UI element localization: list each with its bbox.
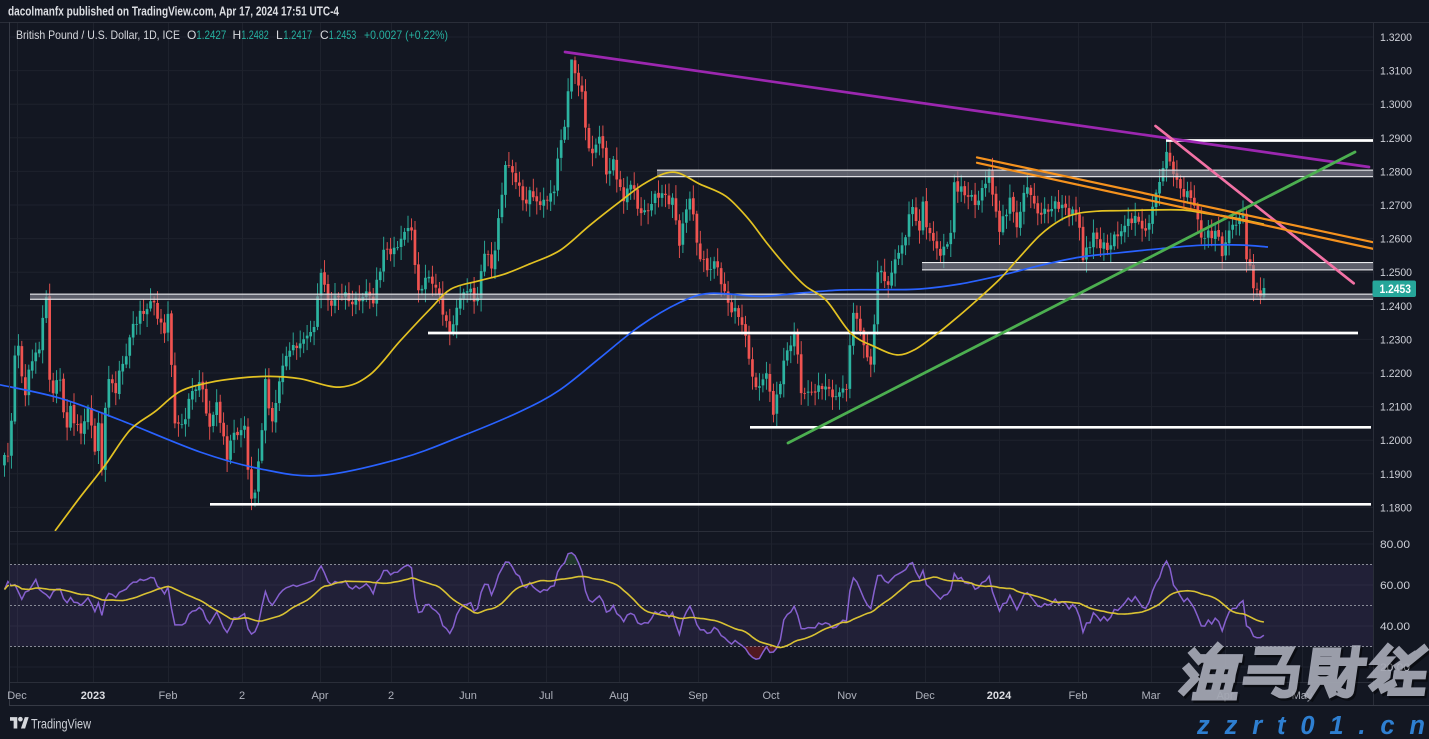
svg-text:Nov: Nov bbox=[837, 690, 857, 702]
svg-text:1.2700: 1.2700 bbox=[1380, 200, 1412, 212]
svg-text:British Pound / U.S. Dollar, 1: British Pound / U.S. Dollar, 1D, ICE bbox=[16, 28, 180, 42]
svg-text:Feb: Feb bbox=[1069, 690, 1088, 702]
svg-text:Dec: Dec bbox=[915, 690, 935, 702]
svg-text:1.2800: 1.2800 bbox=[1380, 166, 1412, 178]
svg-text:1.2200: 1.2200 bbox=[1380, 368, 1412, 380]
svg-text:1.3200: 1.3200 bbox=[1380, 32, 1412, 44]
svg-text:2024: 2024 bbox=[987, 690, 1012, 702]
svg-text:TradingView: TradingView bbox=[31, 717, 91, 732]
svg-text:Dec: Dec bbox=[7, 690, 27, 702]
svg-text:1.3100: 1.3100 bbox=[1380, 66, 1412, 78]
svg-text:2023: 2023 bbox=[81, 690, 105, 702]
svg-text:1.1900: 1.1900 bbox=[1380, 469, 1412, 481]
svg-text:zzrt01.cn: zzrt01.cn bbox=[1196, 712, 1425, 739]
svg-text:1.2417: 1.2417 bbox=[283, 28, 312, 42]
svg-text:80.00: 80.00 bbox=[1380, 539, 1410, 551]
svg-text:+0.0027 (+0.22%): +0.0027 (+0.22%) bbox=[364, 28, 448, 42]
svg-text:1.2600: 1.2600 bbox=[1380, 234, 1412, 246]
svg-text:1.2482: 1.2482 bbox=[241, 28, 269, 42]
svg-text:L: L bbox=[276, 28, 283, 42]
svg-text:Oct: Oct bbox=[762, 690, 779, 702]
svg-text:1.2453: 1.2453 bbox=[1380, 284, 1412, 296]
svg-text:1.2453: 1.2453 bbox=[329, 28, 357, 42]
svg-text:1.1800: 1.1800 bbox=[1380, 502, 1412, 514]
svg-text:Apr: Apr bbox=[311, 690, 328, 702]
svg-text:Jul: Jul bbox=[539, 690, 553, 702]
svg-text:Feb: Feb bbox=[159, 690, 178, 702]
svg-text:1.2000: 1.2000 bbox=[1380, 435, 1412, 447]
svg-text:1.2900: 1.2900 bbox=[1380, 133, 1412, 145]
svg-text:C: C bbox=[320, 28, 329, 42]
svg-text:H: H bbox=[233, 28, 242, 42]
svg-text:Sep: Sep bbox=[688, 690, 708, 702]
svg-text:1.2400: 1.2400 bbox=[1380, 301, 1412, 313]
svg-text:Mar: Mar bbox=[1142, 690, 1161, 702]
svg-text:1.3000: 1.3000 bbox=[1380, 99, 1412, 111]
svg-text:2: 2 bbox=[388, 690, 394, 702]
svg-text:Aug: Aug bbox=[609, 690, 629, 702]
svg-text:1.2500: 1.2500 bbox=[1380, 267, 1412, 279]
svg-text:1.2300: 1.2300 bbox=[1380, 334, 1412, 346]
svg-text:1.2427: 1.2427 bbox=[196, 28, 226, 42]
svg-text:2: 2 bbox=[239, 690, 245, 702]
svg-text:40.00: 40.00 bbox=[1380, 621, 1410, 633]
svg-text:dacolmanfx published on Tradin: dacolmanfx published on TradingView.com,… bbox=[8, 5, 339, 19]
svg-text:O: O bbox=[187, 28, 196, 42]
svg-text:1.2100: 1.2100 bbox=[1380, 402, 1412, 414]
svg-text:Jun: Jun bbox=[459, 690, 477, 702]
svg-text:60.00: 60.00 bbox=[1380, 580, 1410, 592]
